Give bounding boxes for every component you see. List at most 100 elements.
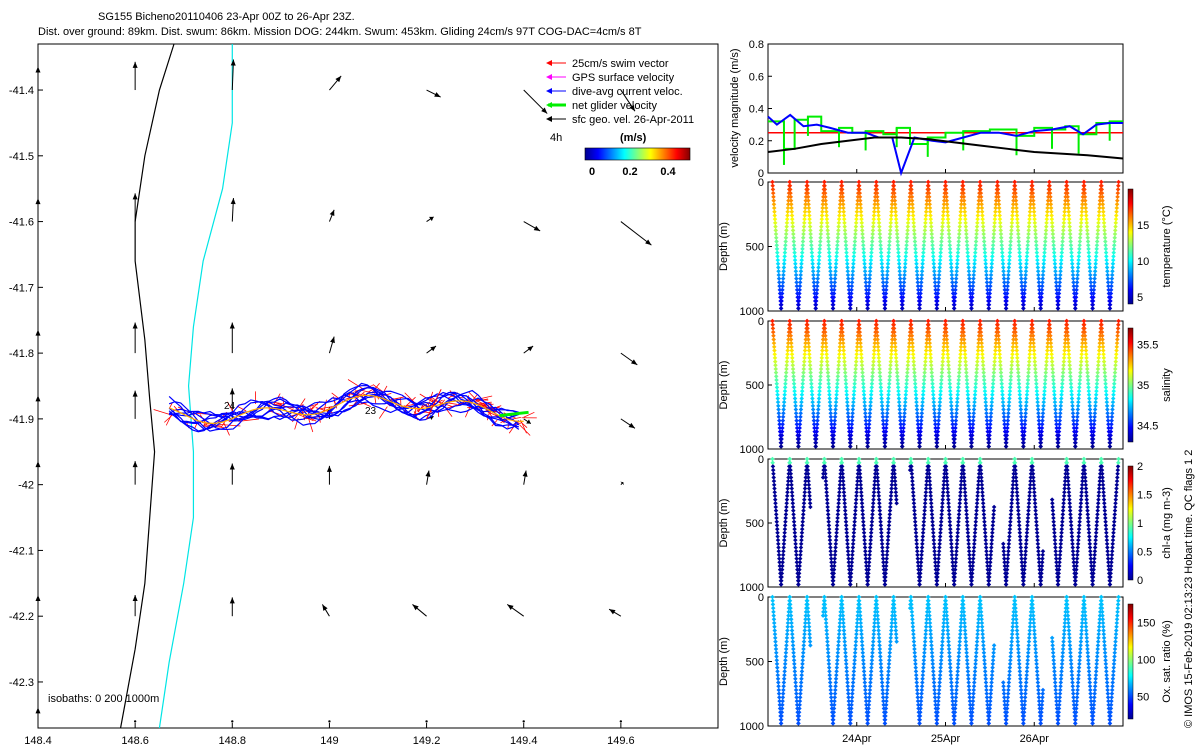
- profile-point: [1096, 355, 1101, 361]
- profile-point: [913, 661, 918, 667]
- profile-point: [1045, 198, 1051, 203]
- profile-point: [910, 617, 915, 622]
- profile-point: [975, 486, 981, 491]
- profile-point: [1017, 530, 1023, 536]
- profile-point: [1007, 385, 1013, 390]
- profile-point: [1092, 418, 1097, 423]
- profile-point: [884, 695, 889, 700]
- profile-point: [989, 403, 994, 409]
- profile-point: [830, 306, 836, 311]
- profile-point: [869, 377, 875, 383]
- profile-point: [966, 403, 971, 409]
- profile-point: [940, 501, 945, 506]
- profile-point: [982, 381, 987, 386]
- profile-point: [938, 519, 944, 524]
- profile-point: [808, 366, 813, 372]
- profile-point: [1115, 190, 1121, 196]
- profile-point: [827, 403, 833, 409]
- profile-point: [805, 598, 810, 603]
- profile-point: [1093, 261, 1098, 267]
- profile-point: [945, 209, 950, 215]
- profile-point: [905, 228, 910, 233]
- profile-point: [880, 683, 885, 689]
- profile-colorbar-tick: 2: [1137, 461, 1143, 473]
- profile-point: [1053, 410, 1058, 416]
- profile-point: [970, 287, 975, 293]
- profile-point: [791, 239, 797, 244]
- profile-point: [1061, 228, 1066, 233]
- profile-point: [1052, 534, 1057, 539]
- profile-point: [804, 456, 810, 462]
- profile-point: [870, 235, 875, 241]
- profile-colorbar-tick: 50: [1137, 692, 1149, 704]
- profile-point: [973, 239, 979, 244]
- profile-point: [800, 239, 806, 244]
- profile-point: [1070, 545, 1076, 550]
- profile-point: [781, 261, 787, 267]
- profile-point: [1040, 407, 1046, 412]
- profile-point: [841, 348, 846, 353]
- profile-point: [791, 370, 796, 375]
- profile-point: [1104, 403, 1110, 409]
- profile-point: [989, 261, 995, 267]
- profile-point: [844, 261, 850, 267]
- profile-point: [1048, 194, 1053, 200]
- profile-point: [888, 363, 893, 368]
- profile-point: [937, 265, 942, 270]
- profile-point: [791, 377, 797, 383]
- profile-point: [853, 646, 858, 652]
- profile-point: [828, 418, 834, 423]
- profile-point: [1032, 220, 1038, 226]
- profile-point: [877, 370, 883, 375]
- profile-point: [826, 526, 832, 532]
- profile-point: [905, 359, 911, 364]
- profile-point: [784, 635, 790, 641]
- profile-point: [843, 657, 849, 663]
- profile-point: [1052, 261, 1058, 267]
- profile-point: [889, 348, 894, 353]
- profile-point: [999, 385, 1005, 390]
- profile-point: [1006, 545, 1011, 550]
- profile-point: [1040, 276, 1045, 281]
- profile-point: [1016, 374, 1021, 379]
- current-arrow: [425, 720, 428, 723]
- profile-point: [799, 388, 805, 394]
- profile-point: [1094, 523, 1099, 528]
- profile-point: [875, 340, 881, 346]
- profile-point: [854, 628, 859, 633]
- profile-point: [986, 582, 992, 587]
- profile-point: [1094, 526, 1099, 532]
- profile-point: [912, 657, 918, 663]
- profile-point: [1022, 283, 1028, 289]
- profile-point: [825, 374, 831, 379]
- profile-point: [1016, 508, 1021, 513]
- profile-point: [945, 355, 951, 361]
- profile-point: [1034, 242, 1039, 248]
- profile-point: [1078, 363, 1084, 368]
- profile-point: [1093, 257, 1099, 263]
- profile-point: [831, 291, 837, 296]
- profile-point: [914, 261, 919, 267]
- profile-point: [944, 198, 950, 203]
- profile-point: [912, 654, 918, 659]
- profile-point: [1099, 190, 1105, 196]
- profile-point: [1087, 261, 1092, 267]
- profile-point: [792, 661, 797, 667]
- profile-point: [1040, 410, 1046, 416]
- profile-point: [822, 460, 827, 465]
- profile-point: [844, 669, 850, 674]
- profile-point: [1041, 399, 1047, 405]
- profile-point: [845, 548, 851, 554]
- profile-point: [931, 534, 936, 539]
- profile-point: [1061, 501, 1066, 506]
- profile-point: [796, 436, 802, 442]
- profile-point: [1111, 392, 1116, 398]
- profile-point: [1066, 355, 1072, 361]
- velocity-series-1: [767, 113, 1123, 177]
- profile-point: [969, 295, 975, 300]
- profile-point: [938, 246, 944, 252]
- profile-point: [870, 643, 876, 648]
- profile-point: [1066, 489, 1072, 495]
- profile-point: [980, 501, 986, 506]
- profile-point: [854, 213, 859, 218]
